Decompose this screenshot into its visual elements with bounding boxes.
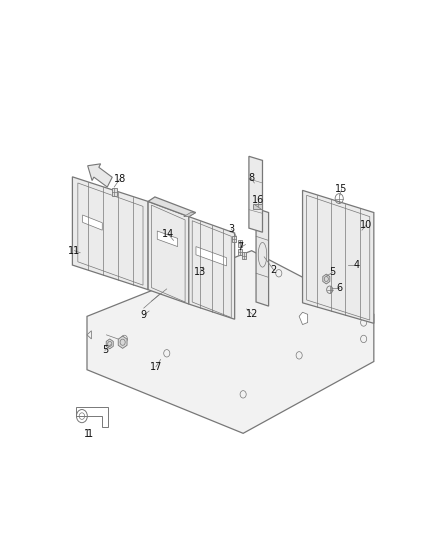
Polygon shape: [253, 205, 262, 209]
Text: 8: 8: [248, 173, 254, 183]
Text: 12: 12: [246, 309, 258, 319]
Polygon shape: [87, 251, 374, 433]
Polygon shape: [157, 231, 178, 247]
Text: 4: 4: [354, 260, 360, 270]
Text: 18: 18: [114, 174, 126, 184]
Polygon shape: [232, 236, 236, 243]
Polygon shape: [72, 177, 148, 290]
Polygon shape: [256, 208, 268, 306]
Text: 7: 7: [238, 243, 244, 253]
Polygon shape: [118, 336, 127, 349]
Polygon shape: [242, 253, 246, 259]
Polygon shape: [184, 213, 196, 216]
Text: 15: 15: [336, 184, 348, 194]
Polygon shape: [323, 274, 330, 284]
Text: 9: 9: [141, 310, 147, 320]
Text: 6: 6: [336, 282, 342, 293]
Polygon shape: [189, 216, 235, 319]
Polygon shape: [112, 188, 117, 196]
Text: 5: 5: [329, 268, 336, 278]
Polygon shape: [87, 330, 92, 339]
Polygon shape: [148, 197, 196, 216]
Text: 16: 16: [251, 195, 264, 205]
Text: 11: 11: [68, 246, 81, 256]
Text: 5: 5: [102, 345, 108, 356]
Text: 13: 13: [194, 268, 206, 278]
Text: 10: 10: [360, 220, 372, 230]
Polygon shape: [148, 201, 189, 304]
Polygon shape: [303, 190, 374, 324]
Polygon shape: [249, 156, 262, 232]
Text: 1: 1: [87, 429, 93, 439]
Text: 17: 17: [150, 362, 162, 372]
Polygon shape: [299, 312, 307, 325]
Text: 2: 2: [271, 265, 277, 275]
Polygon shape: [237, 240, 242, 246]
Text: 3: 3: [228, 224, 234, 234]
Text: 14: 14: [162, 229, 175, 239]
Polygon shape: [83, 215, 102, 230]
Polygon shape: [196, 247, 226, 266]
FancyArrow shape: [88, 164, 112, 187]
Polygon shape: [106, 339, 113, 349]
Text: 1: 1: [84, 429, 90, 439]
Polygon shape: [237, 249, 242, 255]
